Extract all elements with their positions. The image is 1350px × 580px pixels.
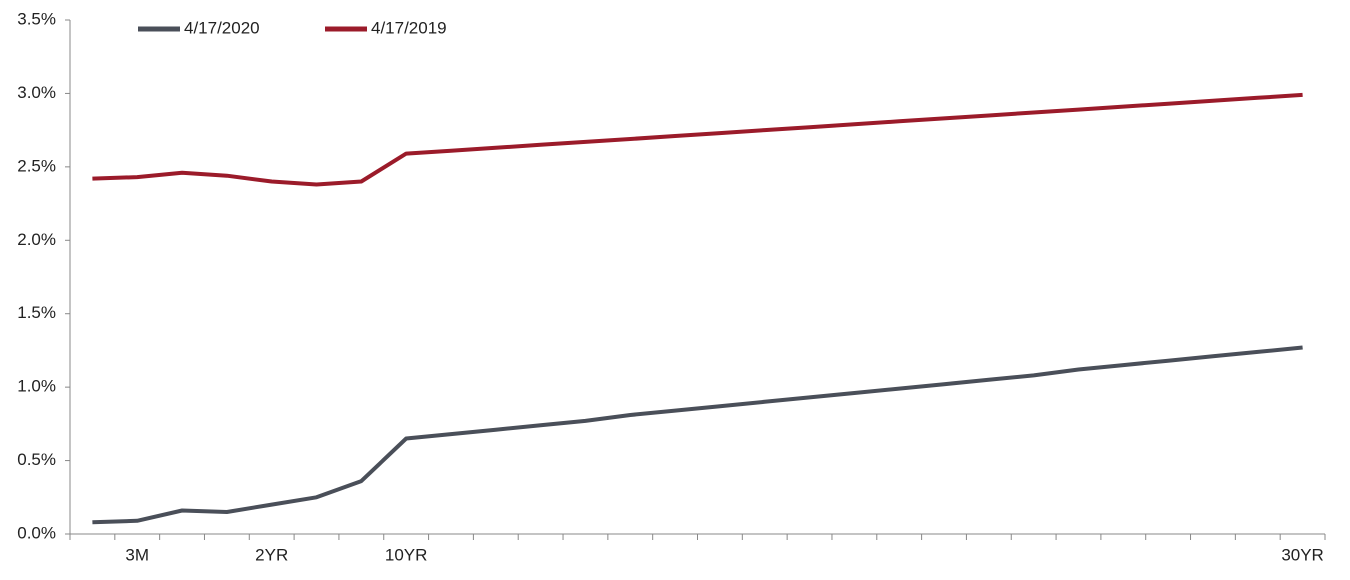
x-tick-label: 30YR	[1281, 545, 1324, 564]
y-tick-label: 3.5%	[17, 9, 56, 28]
x-tick-label: 3M	[125, 545, 149, 564]
x-tick-label: 2YR	[255, 545, 288, 564]
y-tick-label: 1.0%	[17, 377, 56, 396]
series-line	[92, 345, 1303, 525]
y-tick-label: 1.5%	[17, 303, 56, 322]
x-tick-label: 10YR	[385, 545, 428, 564]
series-line	[92, 92, 1303, 187]
y-tick-label: 0.5%	[17, 450, 56, 469]
y-tick-label: 0.0%	[17, 523, 56, 542]
y-tick-label: 2.5%	[17, 156, 56, 175]
y-tick-label: 3.0%	[17, 83, 56, 102]
legend-label: 4/17/2019	[371, 18, 447, 37]
legend-label: 4/17/2020	[184, 18, 260, 37]
y-tick-label: 2.0%	[17, 230, 56, 249]
